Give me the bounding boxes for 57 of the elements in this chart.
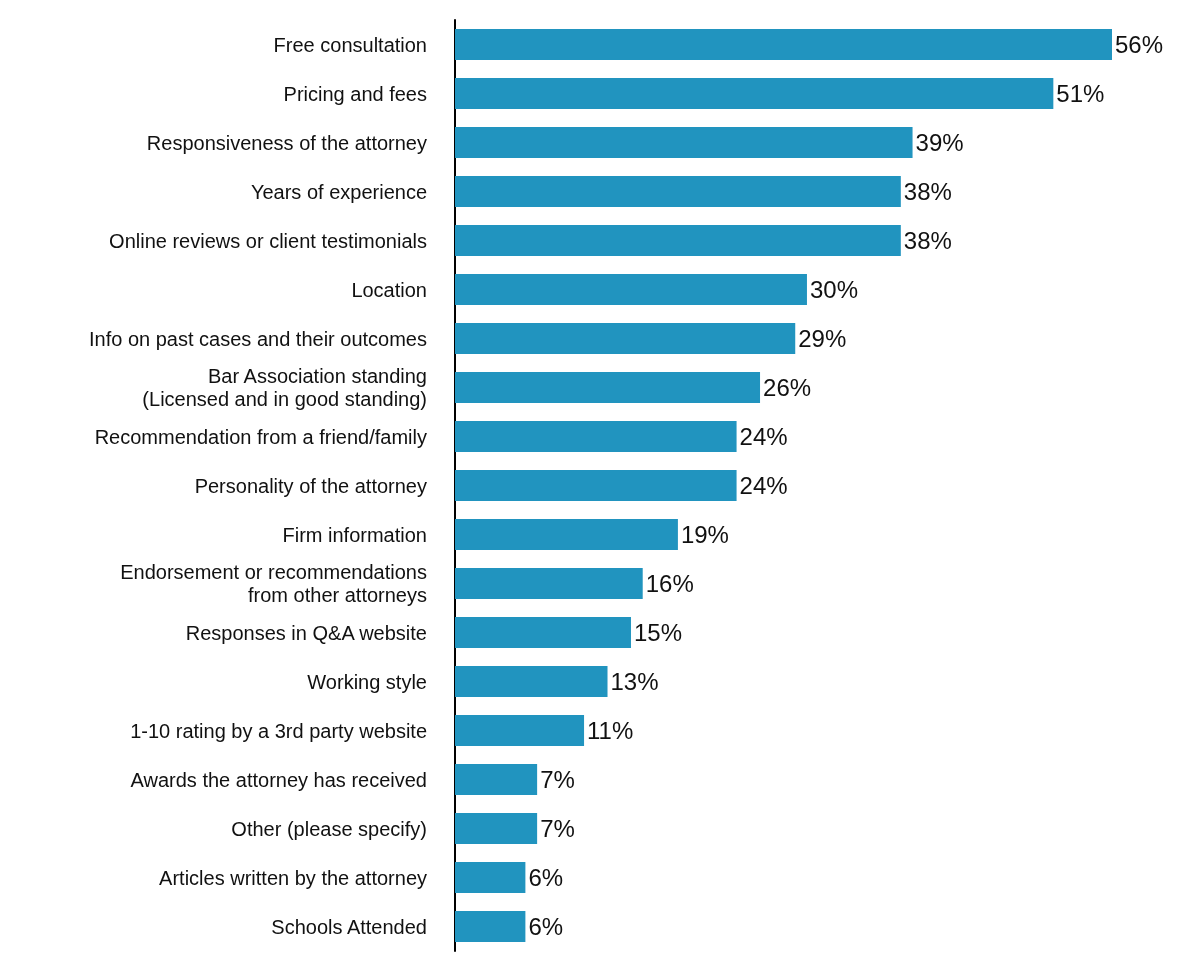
y-tick-label: Recommendation from a friend/family (94, 425, 427, 448)
data-label: 11% (587, 717, 634, 744)
y-tick-label: Location (351, 278, 427, 301)
y-tick-label: Other (please specify) (231, 817, 427, 840)
y-tick-label: Responsiveness of the attorney (146, 131, 427, 154)
data-label: 15% (633, 619, 683, 646)
data-label: 29% (798, 325, 847, 352)
bar (455, 372, 761, 403)
bar (455, 274, 807, 305)
y-tick-label: Personality of the attorney (194, 474, 427, 497)
data-label: 19% (680, 521, 729, 548)
y-tick-label: Bar Association standing (Licensed and in good standing) (142, 365, 427, 410)
bar (455, 568, 643, 599)
data-label: 16% (645, 570, 694, 597)
y-tick-label: Responses in Q&A website (185, 621, 427, 644)
y-tick-label: Working style (307, 670, 427, 693)
bar (455, 323, 796, 354)
bar (455, 29, 1112, 60)
bar (455, 78, 1054, 109)
y-tick-label: Schools Attended (271, 915, 427, 938)
data-label: 6% (528, 864, 564, 891)
data-label: 30% (809, 276, 859, 303)
bar (455, 764, 538, 795)
bar (455, 813, 538, 844)
bar (455, 176, 901, 207)
data-label: 6% (528, 913, 564, 940)
data-label: 24% (739, 472, 788, 499)
y-tick-label: Free consultation (273, 33, 427, 56)
bar (455, 127, 913, 158)
data-label: 51% (1056, 80, 1105, 107)
y-tick-label: Years of experience (250, 180, 427, 203)
bar (455, 470, 737, 501)
y-tick-label: Awards the attorney has received (130, 768, 427, 791)
bar (455, 225, 901, 256)
bar (455, 617, 631, 648)
data-label: 38% (903, 227, 952, 254)
y-tick-label: 1-10 rating by a 3rd party website (130, 719, 427, 742)
data-label: 13% (610, 668, 659, 695)
bar (455, 911, 526, 942)
y-tick-label: Info on past cases and their outcomes (89, 327, 427, 350)
y-tick-label: Endorsement or recommendations from other attorneys (120, 561, 427, 606)
bar (455, 862, 526, 893)
data-label: 7% (540, 815, 575, 842)
data-label: 7% (540, 766, 575, 793)
data-label: 26% (763, 374, 812, 401)
y-tick-label: Online reviews or client testimonials (109, 229, 427, 252)
y-tick-label: Pricing and fees (283, 82, 427, 105)
y-tick-label: Articles written by the attorney (159, 866, 427, 889)
bar (455, 715, 585, 746)
data-label: 38% (903, 178, 952, 205)
bar (455, 666, 608, 697)
bar (455, 421, 737, 452)
data-label: 56% (1115, 31, 1164, 58)
y-tick-label: Firm information (282, 523, 427, 546)
data-label: 39% (915, 129, 964, 156)
data-label: 24% (739, 423, 788, 450)
bar (455, 519, 678, 550)
